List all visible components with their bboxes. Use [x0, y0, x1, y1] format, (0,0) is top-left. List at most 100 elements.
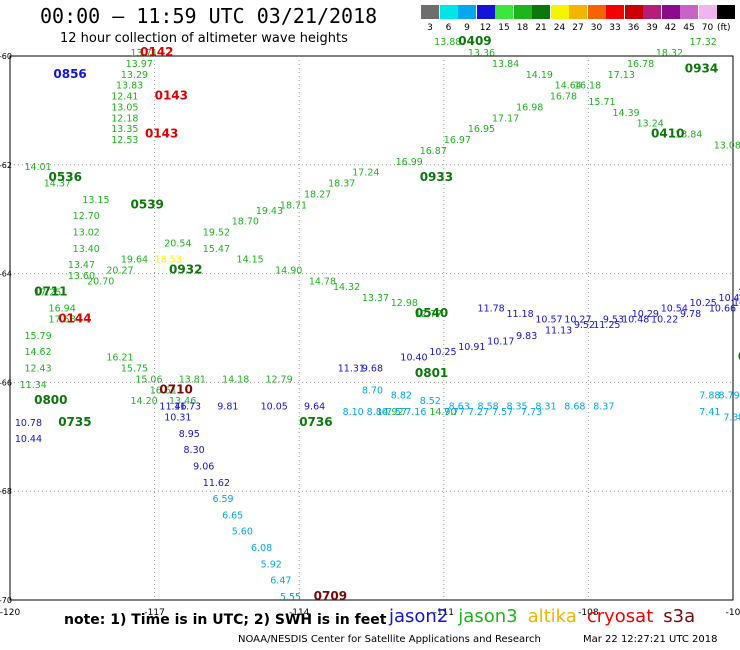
- credit-timestamp: Mar 22 12:27:21 UTC 2018: [583, 634, 718, 645]
- wave-height-label: 13.97: [126, 59, 153, 70]
- wave-height-label: 5.55: [280, 592, 301, 603]
- wave-height-label: 8.35: [506, 402, 527, 413]
- wave-height-label: 11.78: [478, 304, 505, 315]
- legend-label: 70: [701, 23, 714, 33]
- wave-height-label: 14.37: [44, 179, 71, 190]
- wave-height-label: 14.78: [309, 276, 336, 287]
- wave-height-label: 10.25: [429, 347, 456, 358]
- legend-label: 12: [479, 23, 492, 33]
- wave-height-label: 14.64: [555, 81, 582, 92]
- legend-swatch: [569, 5, 587, 19]
- time-label: 0933: [420, 170, 453, 184]
- wave-height-label: 10.22: [651, 315, 678, 326]
- time-label: 0143: [155, 89, 188, 103]
- wave-height-label: 10.40: [719, 293, 740, 304]
- wave-height-label: 16.51: [150, 385, 177, 396]
- wave-height-label: 10.25: [690, 298, 717, 309]
- wave-height-label: 12.53: [111, 135, 138, 146]
- wave-height-label: 10.40: [400, 353, 427, 364]
- x-tick-label: -10: [726, 608, 740, 618]
- wave-height-label: 10.48: [622, 315, 649, 326]
- wave-height-label: 5.92: [261, 559, 282, 570]
- legend-label: 24: [553, 23, 566, 33]
- time-label: 0142: [140, 45, 173, 59]
- wave-height-label: 15.75: [121, 364, 148, 375]
- legend-swatch: [624, 5, 643, 19]
- legend-swatch: [550, 5, 569, 19]
- wave-height-label: 8.58: [478, 402, 499, 413]
- legend-swatch: [532, 5, 550, 19]
- satellite-s3a: s3a: [663, 606, 696, 627]
- legend-swatch: [495, 5, 513, 19]
- wave-height-label: 12.18: [111, 113, 138, 124]
- wave-height-label: 9.83: [516, 331, 537, 342]
- plot-frame: [9, 55, 734, 601]
- wave-height-label: 10.44: [15, 434, 42, 445]
- x-tick-label: -108: [578, 608, 599, 618]
- y-tick-label: -70: [0, 596, 12, 605]
- wave-height-label: 12.70: [73, 211, 100, 222]
- legend-swatch: [587, 5, 606, 19]
- time-label: 0800: [34, 393, 67, 407]
- time-label: 0736: [299, 415, 332, 429]
- time-label: 0710: [159, 382, 192, 396]
- wave-height-label: 18.53: [155, 255, 182, 266]
- wave-height-label: 19.43: [256, 206, 283, 217]
- wave-height-label: 9.52: [574, 320, 595, 331]
- wave-height-label: 7.16: [405, 407, 426, 418]
- wave-height-label: 16.18: [574, 81, 601, 92]
- legend-label: 6: [445, 23, 452, 33]
- wave-height-label: 10.31: [164, 412, 191, 423]
- wave-height-label: 6.47: [270, 576, 291, 587]
- wave-height-label: 10.05: [261, 402, 288, 413]
- legend-unit: (ft): [717, 23, 731, 33]
- wave-height-label: 8.28: [738, 412, 740, 423]
- wave-height-label: 18.70: [232, 217, 259, 228]
- wave-height-label: 14.01: [24, 162, 51, 173]
- wave-height-label: 13.40: [73, 244, 100, 255]
- wave-height-label: 7.73: [521, 407, 542, 418]
- time-label: 0409: [458, 34, 491, 48]
- wave-height-label: 18.37: [328, 179, 355, 190]
- wave-height-label: 11.25: [593, 320, 620, 331]
- time-label: 0709: [314, 589, 347, 603]
- wave-height-label: 14.62: [24, 347, 51, 358]
- wave-height-label: 18.32: [656, 48, 683, 59]
- wave-height-label: 7.41: [699, 407, 720, 418]
- legend-swatch: [661, 5, 680, 19]
- wave-height-label: 10.75: [733, 298, 740, 309]
- wave-height-label: 16.99: [396, 157, 423, 168]
- wave-height-label: 8.95: [179, 429, 200, 440]
- wave-height-label: 9.64: [304, 402, 325, 413]
- satellite-altika: altika: [527, 606, 577, 627]
- wave-height-label: 14.32: [333, 282, 360, 293]
- wave-height-label: 9.68: [362, 364, 383, 375]
- legend-label: 39: [646, 23, 658, 33]
- time-label: 0932: [169, 263, 202, 277]
- wave-height-label: 17.13: [608, 70, 635, 81]
- legend-swatch: [476, 5, 495, 19]
- wave-height-label: 8.70: [362, 385, 383, 396]
- legend-label: 18: [516, 23, 529, 33]
- wave-height-label: 8.63: [449, 402, 470, 413]
- time-label: 0143: [145, 127, 178, 141]
- wave-height-label: 10.66: [709, 304, 736, 315]
- wave-height-label: 16.94: [49, 304, 76, 315]
- legend-label: 15: [498, 23, 510, 33]
- legend-swatch: [698, 5, 717, 19]
- y-tick-label: -60: [0, 52, 12, 61]
- time-label: 0410: [651, 127, 684, 141]
- time-label: 0144: [58, 312, 91, 326]
- legend-swatch: [680, 5, 698, 19]
- legend-swatch: [458, 5, 476, 19]
- wave-height-label: 20.54: [164, 238, 191, 249]
- legend-label: 9: [464, 23, 470, 33]
- x-tick-label: -114: [289, 608, 310, 618]
- wave-height-label: 13.37: [362, 293, 389, 304]
- wave-height-label: 7.27: [468, 407, 489, 418]
- chart-subtitle: 12 hour collection of altimeter wave hei…: [60, 31, 348, 46]
- x-tick-label: -117: [144, 608, 164, 618]
- wave-height-label: 9.53: [603, 315, 624, 326]
